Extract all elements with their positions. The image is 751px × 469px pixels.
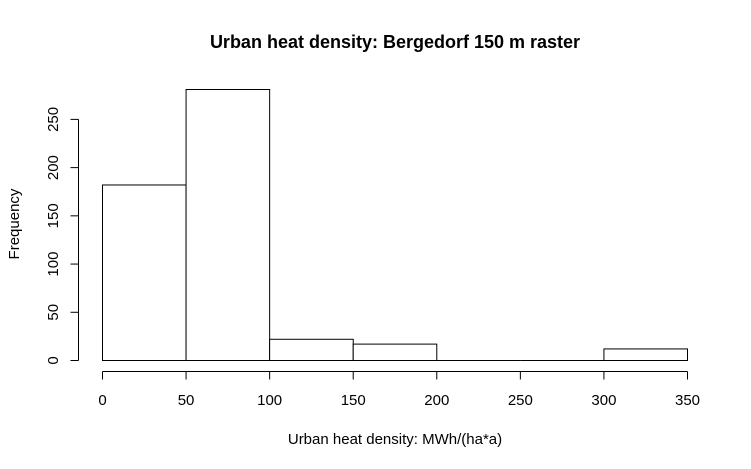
bars-group bbox=[102, 89, 689, 362]
histogram-bar-0 bbox=[102, 184, 187, 361]
histogram-bar-6 bbox=[603, 348, 689, 361]
histogram-bar-1 bbox=[185, 89, 271, 361]
x-tick-label-0: 0 bbox=[98, 392, 106, 409]
x-axis: 0 50 100 150 200 250 300 350 bbox=[98, 371, 700, 409]
y-tick-label-0: 0 bbox=[45, 356, 62, 364]
x-tick-label-5: 250 bbox=[508, 392, 533, 409]
x-tick-label-7: 350 bbox=[675, 392, 700, 409]
x-tick-label-4: 200 bbox=[424, 392, 449, 409]
y-axis: 0 50 100 150 200 250 bbox=[45, 107, 79, 365]
y-tick-label-5: 250 bbox=[45, 107, 62, 132]
histogram-bar-3 bbox=[352, 343, 438, 361]
y-tick-label-4: 200 bbox=[45, 155, 62, 180]
y-tick-label-3: 150 bbox=[45, 203, 62, 228]
y-tick-label-2: 100 bbox=[45, 252, 62, 277]
chart-title: Urban heat density: Bergedorf 150 m rast… bbox=[210, 32, 580, 52]
x-tick-label-2: 100 bbox=[257, 392, 282, 409]
y-tick-label-1: 50 bbox=[45, 304, 62, 321]
x-tick-label-6: 300 bbox=[591, 392, 616, 409]
y-axis-label: Frequency bbox=[6, 188, 23, 259]
x-tick-label-3: 150 bbox=[341, 392, 366, 409]
x-tick-label-1: 50 bbox=[178, 392, 195, 409]
x-axis-label: Urban heat density: MWh/(ha*a) bbox=[288, 431, 502, 448]
histogram-bar-2 bbox=[269, 338, 354, 362]
